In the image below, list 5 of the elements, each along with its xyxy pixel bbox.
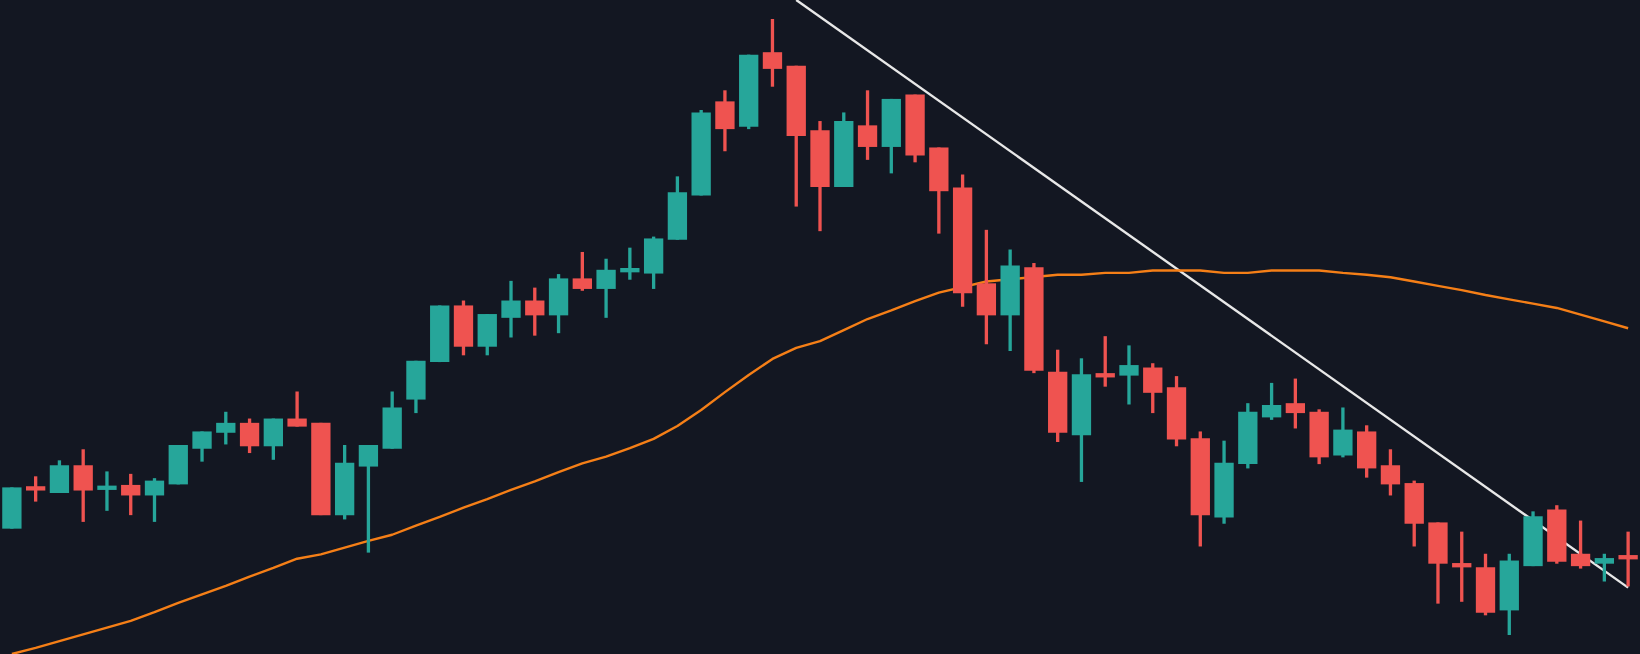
- candlestick: [620, 247, 640, 280]
- candlestick: [1119, 345, 1139, 405]
- candlestick: [97, 471, 117, 511]
- candlestick: [1618, 531, 1638, 587]
- candlestick: [287, 391, 307, 427]
